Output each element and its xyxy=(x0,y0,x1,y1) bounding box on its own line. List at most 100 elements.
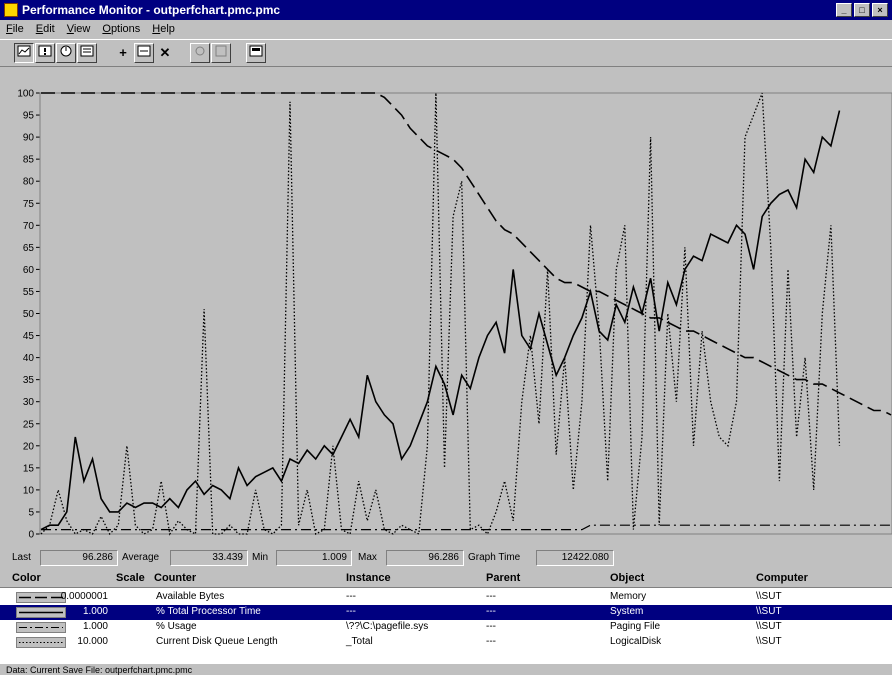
legend-header-scale: Scale xyxy=(116,572,145,584)
update-now-icon xyxy=(195,46,205,56)
window-controls: _ □ × xyxy=(836,3,888,17)
graph-time-value: 12422.080 xyxy=(536,550,614,566)
menu-view[interactable]: View xyxy=(66,23,91,35)
legend-header-object: Object xyxy=(610,572,645,584)
legend-counter: % Total Processor Time xyxy=(156,606,261,617)
legend-row[interactable]: 1.000 % Usage \??\C:\pagefile.sys --- Pa… xyxy=(0,620,892,635)
log-view-icon xyxy=(60,45,72,57)
y-tick-label: 85 xyxy=(23,155,35,166)
legend-scale: 1.000 xyxy=(82,621,108,632)
status-text: Data: Current Save File: outperfchart.pm… xyxy=(6,665,193,675)
chart-canvas: 1009590858075706560555045403530252015105… xyxy=(17,89,892,541)
options-icon xyxy=(249,45,263,57)
plot-area xyxy=(39,92,892,535)
series-line-solid xyxy=(40,110,841,531)
y-tick-label: 95 xyxy=(23,111,35,122)
options-button[interactable] xyxy=(246,43,266,63)
chart-view-icon xyxy=(17,45,31,57)
min-value: 1.009 xyxy=(276,550,352,566)
window-title: Performance Monitor - outperfchart.pmc.p… xyxy=(22,3,281,17)
menu-bar: File Edit View Options Help xyxy=(0,20,892,38)
delete-counter-icon: ✕ xyxy=(159,45,171,60)
report-view-button[interactable] xyxy=(77,43,97,63)
last-value: 96.286 xyxy=(40,550,118,566)
y-tick-label: 55 xyxy=(23,287,35,298)
y-tick-label: 30 xyxy=(23,397,35,408)
bookmark-icon xyxy=(215,45,227,57)
legend-counter: % Usage xyxy=(156,621,197,632)
y-tick-label: 100 xyxy=(17,89,34,100)
legend-scale: 0.0000001 xyxy=(60,591,108,602)
y-tick-label: 0 xyxy=(28,530,34,541)
legend-row-selected[interactable]: 1.000 % Total Processor Time --- --- Sys… xyxy=(0,605,892,620)
y-tick-label: 65 xyxy=(23,243,35,254)
legend-object: Memory xyxy=(610,591,647,602)
legend-computer: \\SUT xyxy=(756,606,782,617)
menu-help[interactable]: Help xyxy=(152,23,175,35)
series-line-dash-dot xyxy=(41,524,891,531)
maximize-button[interactable]: □ xyxy=(854,3,870,17)
legend-swatch xyxy=(16,637,66,648)
min-label: Min xyxy=(252,552,269,563)
y-tick-label: 60 xyxy=(23,265,35,276)
last-label: Last xyxy=(12,552,31,563)
chart-view-button[interactable] xyxy=(14,43,34,63)
legend-header-computer: Computer xyxy=(756,572,808,584)
graph-time-label: Graph Time xyxy=(468,552,521,563)
y-tick-label: 70 xyxy=(23,221,35,232)
toolbar: + ✕ xyxy=(0,39,892,67)
legend-parent: --- xyxy=(486,621,496,632)
log-view-button[interactable] xyxy=(56,43,76,63)
legend-object: LogicalDisk xyxy=(610,636,662,647)
edit-counter-icon xyxy=(137,45,151,57)
y-tick-label: 40 xyxy=(23,353,35,364)
legend-instance: --- xyxy=(346,591,356,602)
legend-row[interactable]: 10.000 Current Disk Queue Length _Total … xyxy=(0,635,892,650)
legend-parent: --- xyxy=(486,636,496,647)
series-line-dashed-long xyxy=(41,92,892,416)
counter-legend: Color Scale Counter Instance Parent Obje… xyxy=(0,569,892,665)
legend-header-counter: Counter xyxy=(154,572,197,584)
menu-edit[interactable]: Edit xyxy=(35,23,55,35)
legend-header: Color Scale Counter Instance Parent Obje… xyxy=(0,569,892,588)
update-now-button[interactable] xyxy=(190,43,210,63)
delete-counter-button[interactable]: ✕ xyxy=(155,43,175,63)
legend-parent: --- xyxy=(486,606,496,617)
legend-object: System xyxy=(610,606,644,617)
minimize-button[interactable]: _ xyxy=(836,3,852,17)
legend-list: 0.0000001 Available Bytes --- --- Memory… xyxy=(0,588,892,664)
close-button[interactable]: × xyxy=(872,3,888,17)
menu-file[interactable]: File xyxy=(6,23,24,35)
y-tick-label: 10 xyxy=(23,485,35,496)
add-counter-button[interactable]: + xyxy=(113,43,133,63)
legend-swatch xyxy=(16,607,66,618)
y-tick-label: 50 xyxy=(23,309,35,320)
max-label: Max xyxy=(358,552,377,563)
legend-computer: \\SUT xyxy=(756,621,782,632)
bookmark-button[interactable] xyxy=(211,43,231,63)
y-tick-label: 25 xyxy=(23,419,35,430)
y-tick-label: 20 xyxy=(23,441,35,452)
legend-instance: --- xyxy=(346,606,356,617)
perfmon-app-icon xyxy=(4,3,18,17)
y-tick-label: 45 xyxy=(23,331,35,342)
report-view-icon xyxy=(80,45,94,57)
alert-view-button[interactable] xyxy=(35,43,55,63)
y-tick-label: 80 xyxy=(23,177,35,188)
y-tick-label: 5 xyxy=(28,507,34,518)
legend-counter: Current Disk Queue Length xyxy=(156,636,278,647)
value-bar: Last 96.286 Average 33.439 Min 1.009 Max… xyxy=(0,548,892,568)
legend-scale: 1.000 xyxy=(82,606,108,617)
legend-row[interactable]: 0.0000001 Available Bytes --- --- Memory… xyxy=(0,590,892,605)
average-label: Average xyxy=(122,552,160,563)
y-tick-label: 90 xyxy=(23,133,35,144)
legend-computer: \\SUT xyxy=(756,591,782,602)
edit-counter-button[interactable] xyxy=(134,43,154,63)
legend-parent: --- xyxy=(486,591,496,602)
legend-scale: 10.000 xyxy=(77,636,108,647)
add-counter-icon: + xyxy=(119,45,127,60)
legend-instance: _Total xyxy=(346,636,373,647)
legend-swatch xyxy=(16,592,66,603)
performance-chart: 100 95 90 85 80 75 70 65 60 55 50 45 40 35 30 25 20 15 10 5… xyxy=(0,67,892,544)
menu-options[interactable]: Options xyxy=(102,23,141,35)
